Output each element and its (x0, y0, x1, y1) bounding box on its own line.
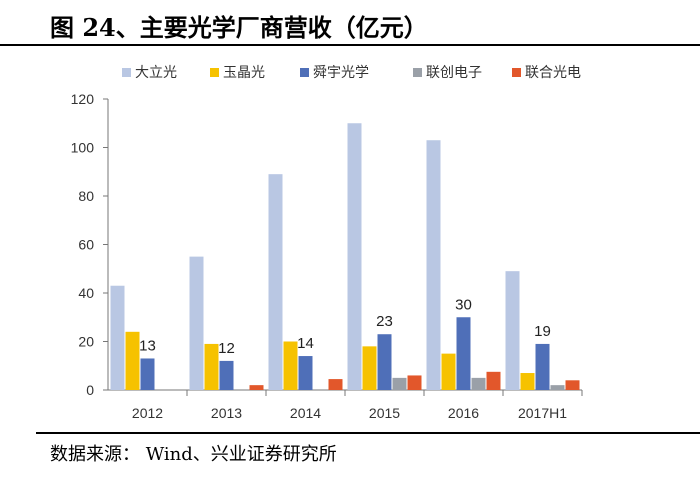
bar-联创电子-2015 (392, 377, 407, 390)
data-label-2012: 13 (139, 337, 156, 354)
legend-label-2: 舜宇光学 (313, 64, 369, 80)
y-tick-label: 0 (86, 382, 94, 398)
title-bar: 图 24、主要光学厂商营收（亿元） (0, 0, 700, 46)
data-label-2014: 14 (297, 335, 314, 352)
y-tick-label: 100 (71, 140, 95, 156)
legend-swatch-0 (122, 68, 131, 77)
bar-舜宇光学-2012 (140, 358, 155, 390)
bar-玉晶光-2012 (125, 331, 140, 390)
revenue-bar-chart: 大立光 玉晶光 舜宇光学 联创电子 联合光电 0 20 40 60 80 100 120 2012 201… (71, 64, 583, 421)
x-tick-label: 2017H1 (518, 405, 567, 421)
bar-舜宇光学-2014 (298, 356, 313, 390)
bar-联合光电-2016 (486, 371, 501, 390)
legend-label-0: 大立光 (135, 64, 177, 80)
source-note: 数据来源： Wind、兴业证券研究所 (50, 444, 337, 465)
x-tick-label: 2015 (369, 405, 400, 421)
bar-联创电子-2016 (471, 377, 486, 390)
bar-玉晶光-2015 (362, 346, 377, 390)
bar-大立光-2015 (347, 123, 362, 390)
bar-舜宇光学-2015 (377, 334, 392, 390)
bar-玉晶光-2013 (204, 343, 219, 390)
legend-label-1: 玉晶光 (223, 64, 265, 80)
bar-联合光电-2017H1 (565, 380, 580, 390)
y-tick-label: 120 (71, 91, 95, 107)
bar-联合光电-2013 (249, 385, 264, 390)
data-label-2016: 30 (455, 296, 472, 313)
bar-联创电子-2017H1 (550, 385, 565, 390)
y-tick-label: 60 (78, 237, 94, 253)
bar-大立光-2012 (110, 285, 125, 390)
data-label-2015: 23 (376, 313, 393, 330)
bar-玉晶光-2016 (441, 353, 456, 390)
bar-大立光-2013 (189, 256, 204, 390)
bar-大立光-2016 (426, 140, 441, 390)
bar-舜宇光学-2016 (456, 317, 471, 390)
x-tick-label: 2014 (290, 405, 321, 421)
x-tick-label: 2016 (448, 405, 479, 421)
legend-swatch-3 (413, 68, 422, 77)
x-tick-label: 2012 (132, 405, 163, 421)
bar-玉晶光-2017H1 (520, 373, 535, 390)
bar-大立光-2014 (268, 174, 283, 390)
y-tick-label: 80 (78, 188, 94, 204)
x-tick-label: 2013 (211, 405, 242, 421)
legend-label-3: 联创电子 (426, 64, 482, 80)
data-label-2017H1: 19 (534, 323, 551, 340)
source-divider (36, 432, 700, 434)
bar-舜宇光学-2017H1 (535, 343, 550, 390)
legend-swatch-2 (300, 68, 309, 77)
bar-舜宇光学-2013 (219, 360, 234, 390)
chart-title: 图 24、主要光学厂商营收（亿元） (50, 13, 428, 42)
bar-联合光电-2015 (407, 375, 422, 390)
bar-玉晶光-2014 (283, 341, 298, 390)
y-tick-label: 20 (78, 334, 94, 350)
legend-swatch-1 (210, 68, 219, 77)
bar-大立光-2017H1 (505, 271, 520, 390)
data-label-2013: 12 (218, 340, 235, 357)
legend-label-4: 联合光电 (525, 64, 581, 80)
legend-swatch-4 (512, 68, 521, 77)
y-tick-label: 40 (78, 285, 94, 301)
bar-联合光电-2014 (328, 379, 343, 390)
